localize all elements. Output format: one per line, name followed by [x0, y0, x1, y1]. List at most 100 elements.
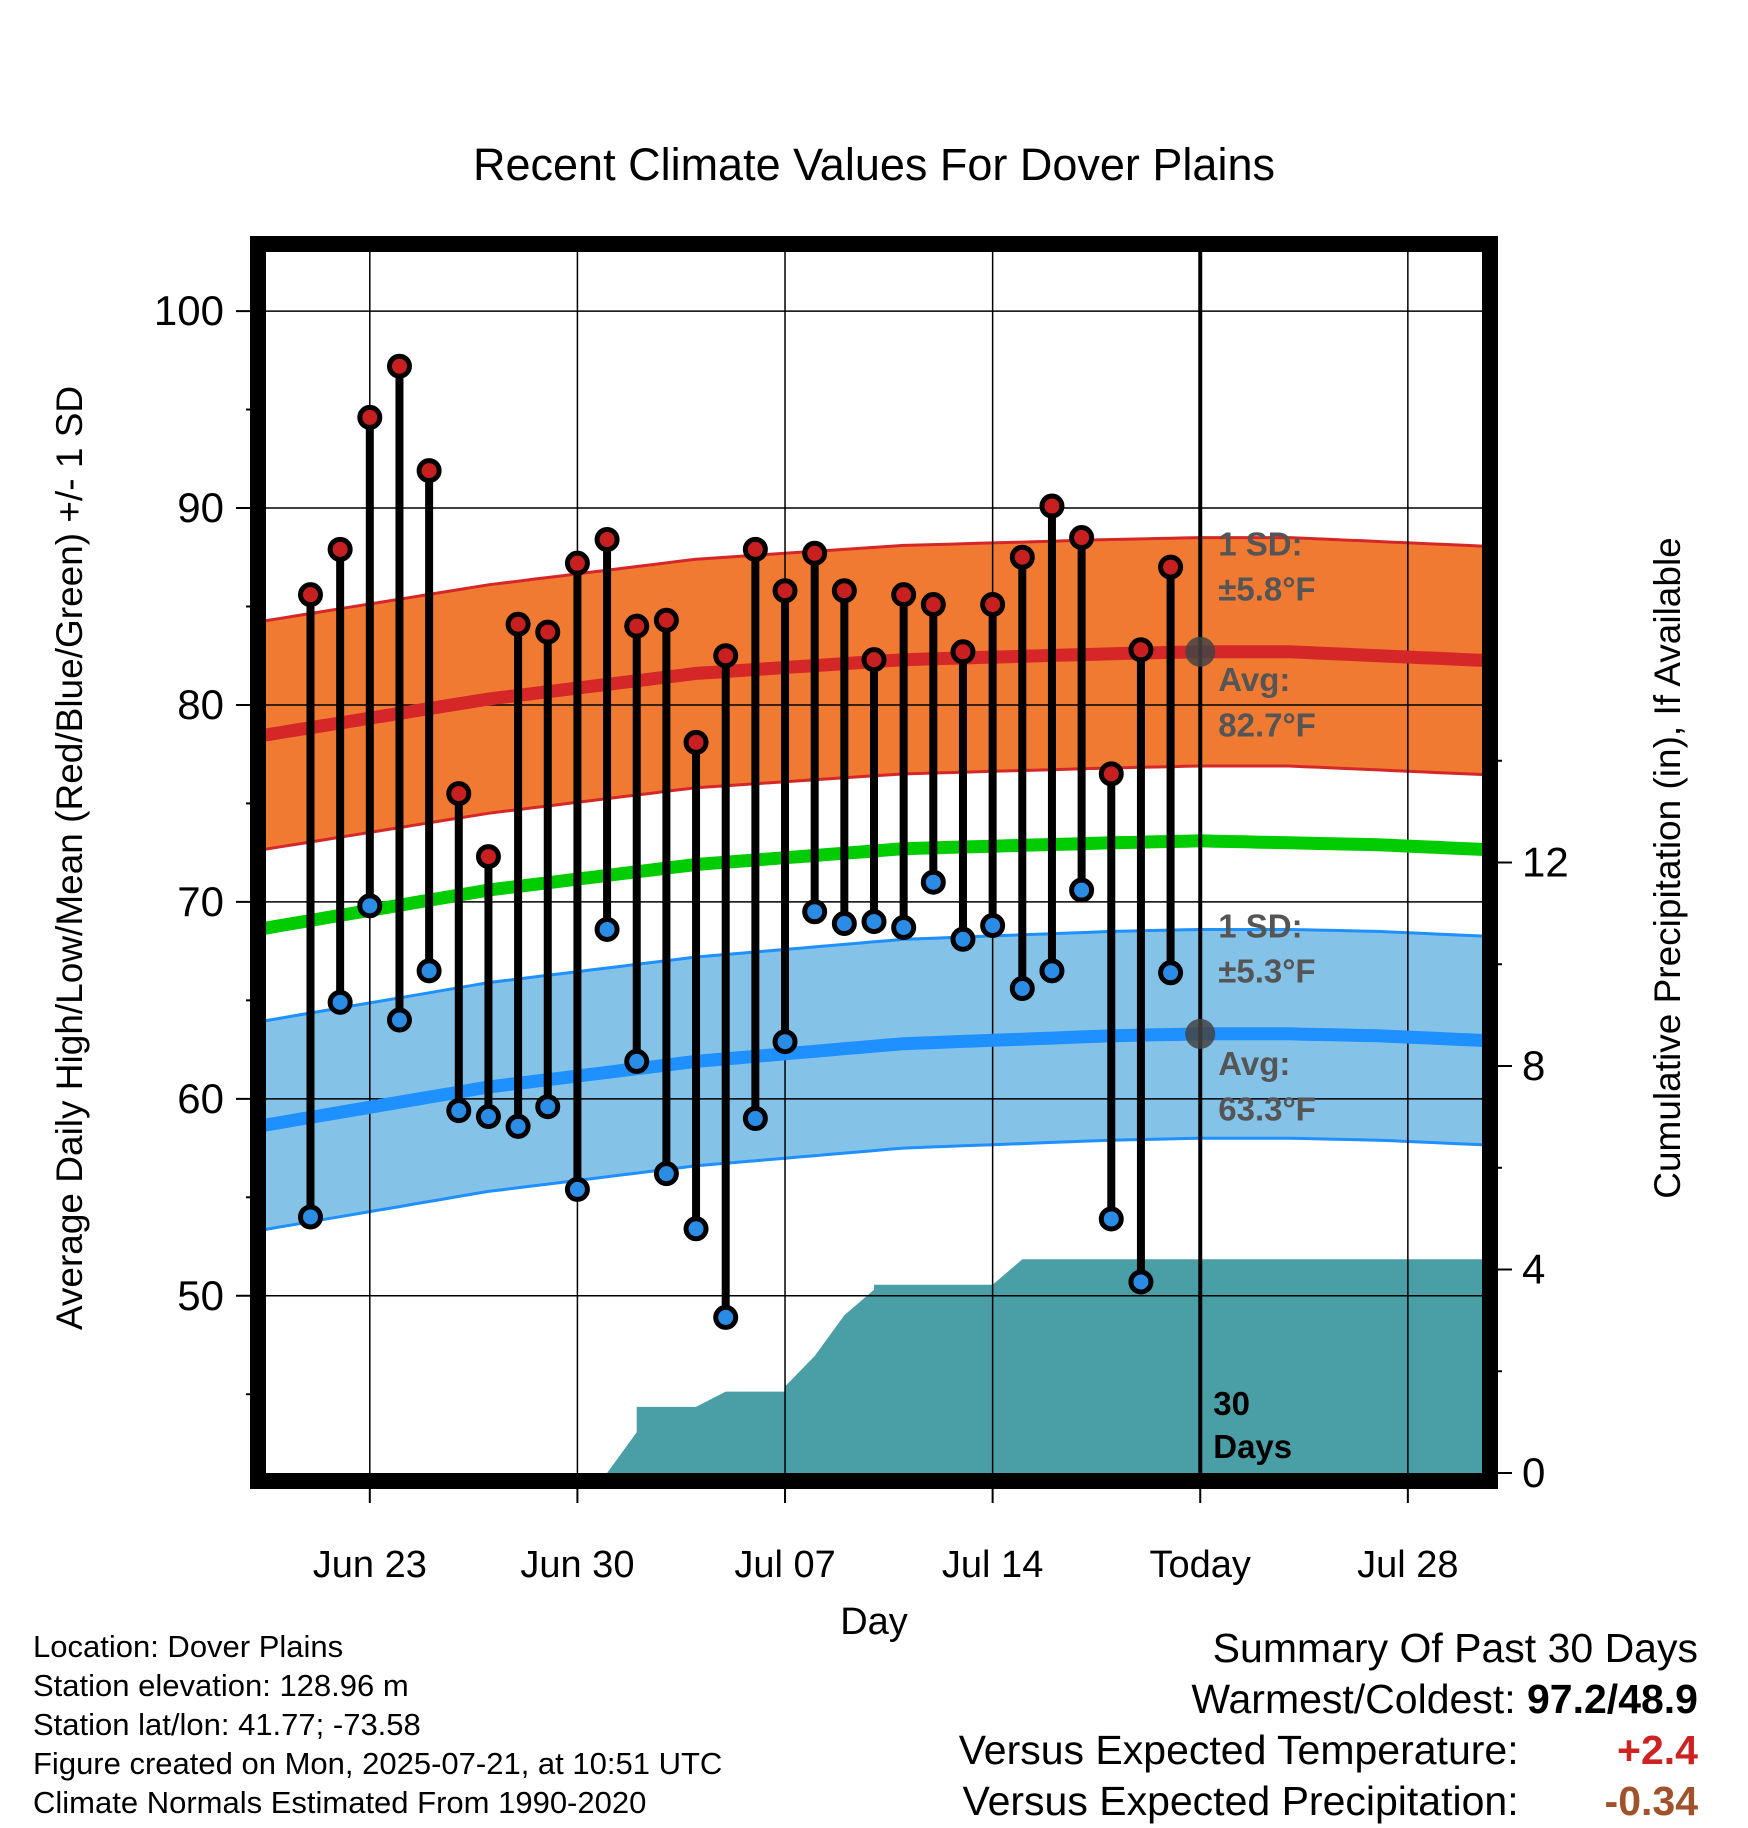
daily-low-point: [1039, 958, 1065, 984]
daily-high-point: [683, 729, 709, 755]
avg-low-value: 63.3°F: [1218, 1090, 1316, 1127]
sd-low-value: ±5.3°F: [1218, 953, 1315, 990]
low-sd-band: [266, 929, 1482, 1230]
daily-low-point: [802, 899, 828, 925]
y-tick-label: 50: [177, 1272, 224, 1319]
created-text: Figure created on Mon, 2025-07-21, at 10…: [33, 1746, 723, 1781]
daily-high-point: [1069, 525, 1095, 551]
y2-tick-label: 12: [1522, 839, 1569, 886]
daily-low-point: [950, 926, 976, 952]
daily-low-point: [386, 1007, 412, 1033]
daily-low-point: [653, 1161, 679, 1187]
daily-high-point: [1128, 637, 1154, 663]
daily-low-point: [980, 913, 1006, 939]
daily-high-point: [920, 592, 946, 618]
y-axis-label: Average Daily High/Low/Mean (Red/Blue/Gr…: [49, 386, 90, 1330]
precip-value: -0.34: [1604, 1778, 1698, 1824]
daily-high-point: [297, 582, 323, 608]
summary-panel: Summary Of Past 30 Days Warmest/Coldest:…: [959, 1623, 1698, 1827]
daily-high-point: [950, 639, 976, 665]
daily-high-point: [1098, 761, 1124, 787]
summary-precip: Versus Expected Precipitation: -0.34: [959, 1776, 1699, 1827]
avg-high-value: 82.7°F: [1218, 706, 1316, 743]
daily-low-point: [416, 958, 442, 984]
summary-temp: Versus Expected Temperature: +2.4: [959, 1725, 1698, 1776]
y-tick-label: 80: [177, 681, 224, 728]
low-sd-upper-line: [266, 928, 1482, 1023]
chart-title: Recent Climate Values For Dover Plains: [473, 139, 1275, 190]
daily-low-point: [1158, 960, 1184, 986]
x-axis-label: Day: [840, 1601, 908, 1643]
daily-high-point: [831, 578, 857, 604]
y2-tick-label: 8: [1522, 1042, 1545, 1089]
warm-cold-value: 97.2/48.9: [1527, 1676, 1698, 1722]
daily-high-point: [416, 458, 442, 484]
warm-cold-label: Warmest/Coldest:: [1191, 1676, 1516, 1722]
x-tick-label: Today: [1150, 1544, 1251, 1586]
daily-high-point: [386, 353, 412, 379]
x-tick-label: Jun 30: [520, 1544, 634, 1586]
daily-low-point: [772, 1029, 798, 1055]
daily-low-point: [831, 911, 857, 937]
daily-low-point: [713, 1304, 739, 1330]
daily-low-point: [475, 1104, 501, 1130]
days-count-label: Days: [1213, 1428, 1292, 1465]
daily-high-point: [594, 527, 620, 553]
daily-high-point: [1009, 544, 1035, 570]
avg-low-label: Avg:: [1218, 1045, 1290, 1082]
y-tick-label: 60: [177, 1075, 224, 1122]
daily-high-point: [327, 536, 353, 562]
summary-title: Summary Of Past 30 Days: [1212, 1625, 1698, 1671]
daily-high-point: [742, 536, 768, 562]
daily-low-point: [683, 1216, 709, 1242]
temp-value: +2.4: [1617, 1727, 1698, 1773]
daily-high-point: [772, 578, 798, 604]
high-sd-upper-line: [266, 536, 1482, 623]
daily-low-point: [505, 1113, 531, 1139]
low-sd-lower-line: [266, 1136, 1482, 1231]
daily-high-point: [713, 643, 739, 669]
daily-high-point: [653, 607, 679, 633]
y-tick-label: 100: [154, 287, 224, 334]
daily-high-point: [446, 781, 472, 807]
location-text: Location: Dover Plains: [33, 1629, 344, 1664]
daily-low-point: [920, 869, 946, 895]
avg-low-line: [266, 1027, 1482, 1132]
daily-low-point: [297, 1204, 323, 1230]
y2-tick-label: 0: [1522, 1449, 1545, 1496]
normals-text: Climate Normals Estimated From 1990-2020: [33, 1785, 647, 1820]
daily-low-point: [564, 1176, 590, 1202]
daily-high-point: [624, 613, 650, 639]
daily-high-point: [1158, 554, 1184, 580]
daily-low-point: [891, 914, 917, 940]
daily-low-point: [594, 916, 620, 942]
daily-high-point: [357, 404, 383, 430]
daily-high-point: [505, 611, 531, 637]
daily-low-point: [327, 989, 353, 1015]
daily-high-point: [802, 540, 828, 566]
sd-high-value: ±5.8°F: [1218, 571, 1315, 608]
daily-high-point: [891, 582, 917, 608]
y2-tick-label: 4: [1522, 1246, 1545, 1293]
today-avg-high-marker: [1185, 636, 1216, 667]
daily-high-point: [535, 619, 561, 645]
precip-label: Versus Expected Precipitation:: [962, 1778, 1519, 1824]
elevation-text: Station elevation: 128.96 m: [33, 1668, 409, 1703]
daily-low-point: [861, 909, 887, 935]
daily-low-point: [535, 1094, 561, 1120]
avg-high-label: Avg:: [1218, 661, 1290, 698]
daily-high-point: [475, 844, 501, 870]
x-tick-label: Jun 23: [313, 1544, 427, 1586]
daily-low-point: [357, 893, 383, 919]
daily-high-point: [1039, 493, 1065, 519]
daily-low-point: [742, 1106, 768, 1132]
days-count-number: 30: [1213, 1385, 1250, 1422]
x-tick-label: Jul 14: [942, 1544, 1043, 1586]
precip-area: [266, 1259, 1482, 1473]
daily-low-point: [1098, 1206, 1124, 1232]
y-tick-label: 70: [177, 878, 224, 925]
daily-high-point: [980, 592, 1006, 618]
y2-axis-label: Cumulative Precipitation (in), If Availa…: [1647, 537, 1688, 1199]
daily-high-point: [564, 550, 590, 576]
